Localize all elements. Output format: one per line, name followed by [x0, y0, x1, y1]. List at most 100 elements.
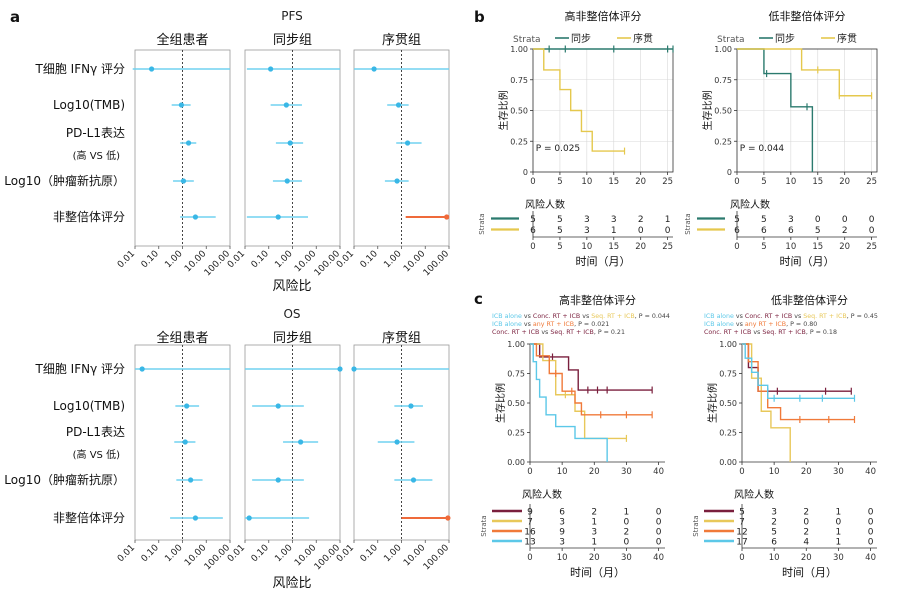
forest-group-title: 序贯组 [382, 33, 421, 48]
km-risk-title: 风险人数 [730, 198, 770, 211]
km-note-span: vs [792, 313, 803, 320]
km-risk-strata-label: Strata [478, 213, 486, 234]
km-x-tick-label: 20 [635, 177, 646, 187]
km-x-tick-label: 40 [653, 467, 664, 477]
km-y-tick-label: 0.00 [719, 458, 737, 467]
km-y-tick-label: 1.00 [714, 45, 732, 54]
km-title: 低非整倍体评分 [771, 293, 848, 307]
forest-point-estimate [394, 178, 400, 184]
km-risk-x-tick-label: 40 [653, 553, 664, 563]
km-risk-count: 6 [788, 226, 794, 236]
km-x-tick-label: 30 [621, 467, 632, 477]
forest-row-label: Log10（肿瘤新抗原） [4, 173, 125, 188]
km-x-tick-label: 0 [739, 467, 744, 477]
km-risk-count: 6 [559, 508, 565, 518]
km-x-tick-label: 20 [839, 177, 850, 187]
km-note: Conc. RT + ICB vs Seq. RT + ICB, P = 0.2… [492, 329, 625, 336]
forest-row-label: T细胞 IFNγ 评分 [35, 62, 125, 76]
forest-row-sublabel: (高 VS 低) [73, 149, 120, 162]
forest-point-estimate [149, 66, 155, 72]
forest-point-estimate [298, 439, 304, 445]
km-risk-count: 1 [836, 528, 842, 538]
km-risk-count: 0 [656, 538, 662, 548]
panel-label-a: a [10, 8, 20, 26]
forest-tick-label: 0.10 [250, 543, 271, 564]
forest-tick-label: 1.00 [163, 543, 184, 564]
km-legend-label: 同步 [775, 33, 795, 45]
km-survival-curve [742, 343, 855, 399]
km-risk-count: 0 [868, 538, 874, 548]
km-x-tick-label: 10 [769, 467, 780, 477]
km-legend-label: 同步 [571, 33, 591, 45]
km-risk-count: 3 [584, 226, 590, 236]
km-survival-curve [530, 343, 608, 462]
forest-point-estimate [351, 366, 357, 372]
km-risk-x-tick-label: 30 [833, 553, 844, 563]
km-ylabel: 生存比例 [706, 383, 719, 423]
km-risk-count: 6 [771, 538, 777, 548]
km-xlabel: 时间（月） [780, 255, 835, 268]
forest-row-label: Log10(TMB) [53, 399, 125, 413]
km-y-tick-label: 0 [523, 168, 528, 177]
km-risk-x-tick-label: 5 [557, 242, 562, 252]
forest-point-estimate [275, 477, 281, 483]
km-note-span: , P = 0.18 [806, 329, 837, 336]
km-note: ICB alone vs Conc. RT + ICB vs Seq. RT +… [492, 313, 670, 320]
km-risk-count: 3 [584, 215, 590, 225]
forest-tick-label: 100.00 [422, 543, 452, 573]
forest-point-estimate [371, 66, 377, 72]
km-note-span: vs [734, 321, 745, 328]
km-note-span: Conc. RT + ICB [704, 329, 751, 336]
forest-point-estimate [246, 515, 252, 521]
km-risk-count: 0 [815, 215, 821, 225]
forest-point-estimate [178, 102, 185, 108]
forest-tick-label: 0.01 [116, 543, 137, 564]
km-note-span: , P = 0.21 [594, 329, 625, 336]
km-risk-count: 2 [624, 528, 630, 538]
forest-row-sublabel: (高 VS 低) [73, 448, 120, 461]
km-risk-count: 5 [557, 226, 563, 236]
forest-tick-label: 1.00 [382, 249, 403, 270]
forest-tick-label: 0.10 [359, 543, 380, 564]
km-x-tick-label: 15 [608, 177, 619, 187]
km-risk-count: 0 [665, 226, 671, 236]
km-x-tick-label: 0 [530, 177, 535, 187]
km-note-span: vs [522, 313, 533, 320]
km-risk-count: 0 [803, 518, 809, 528]
km-note-span: , P = 0.044 [635, 313, 670, 320]
forest-group-title: 同步组 [273, 33, 312, 48]
km-note: ICB alone vs any RT + ICB, P = 0.021 [492, 321, 609, 328]
km-y-tick-label: 0.75 [719, 370, 737, 379]
km-y-tick-label: 1.00 [719, 340, 737, 349]
km-x-tick-label: 0 [527, 467, 532, 477]
forest-group-title: 全组患者 [156, 32, 208, 48]
forest-point-estimate [268, 66, 274, 72]
km-survival-curve [742, 343, 791, 462]
km-risk-strata-label: Strata [480, 515, 488, 536]
km-risk-count: 0 [836, 518, 842, 528]
km-risk-count: 0 [656, 508, 662, 518]
forest-row-label: T细胞 IFNγ 评分 [35, 362, 125, 376]
forest-xlabel: 风险比 [272, 279, 311, 294]
forest-point-estimate [139, 366, 145, 372]
km-risk-count: 0 [638, 226, 644, 236]
km-x-tick-label: 25 [662, 177, 673, 187]
km-y-tick-label: 0.75 [714, 76, 732, 85]
forest-tick-label: 0.01 [226, 249, 247, 270]
forest-point-estimate [337, 366, 343, 372]
km-x-tick-label: 5 [761, 177, 766, 187]
km-risk-title: 风险人数 [734, 488, 774, 501]
forest-tick-label: 1.00 [273, 249, 294, 270]
forest-point-estimate [180, 178, 187, 184]
km-x-tick-label: 40 [865, 467, 876, 477]
km-note-span: vs [751, 329, 762, 336]
km-ylabel: 生存比例 [497, 91, 510, 131]
km-title: 高非整倍体评分 [565, 9, 642, 23]
km-legend-label: 序贯 [633, 32, 653, 45]
km-y-tick-label: 0.25 [507, 429, 525, 438]
km-y-tick-label: 0.25 [510, 137, 528, 146]
km-note: ICB alone vs Conc. RT + ICB vs Seq. RT +… [704, 313, 878, 320]
